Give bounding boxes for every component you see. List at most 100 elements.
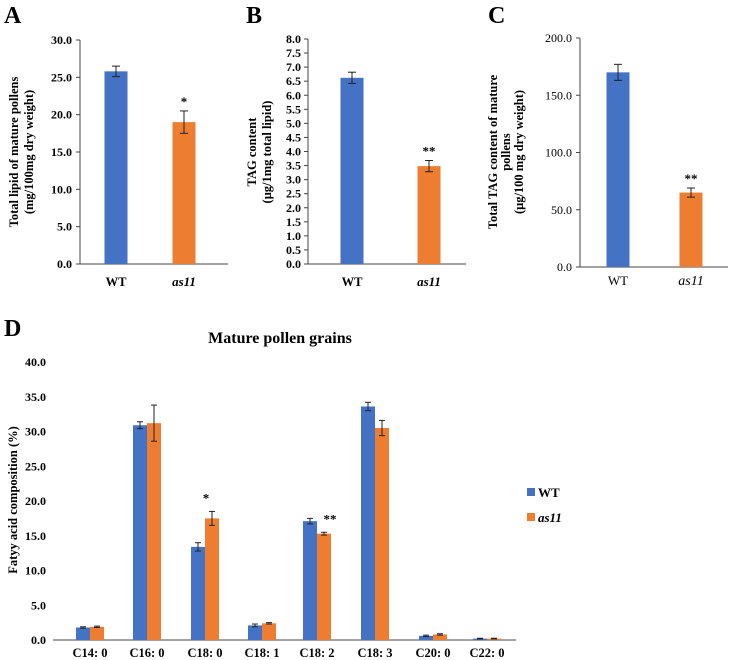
bar-wt-c140 bbox=[76, 627, 90, 640]
y-axis-label: (mg/100mg dry weight) bbox=[22, 90, 36, 214]
y-tick-label: 5.0 bbox=[31, 598, 46, 612]
y-tick-label: 30.0 bbox=[25, 425, 46, 439]
y-tick-label: 150.0 bbox=[545, 88, 572, 102]
y-axis-label: pollens bbox=[499, 133, 513, 171]
chart-title: Mature pollen grains bbox=[208, 330, 352, 347]
legend: WT as11 bbox=[527, 485, 562, 525]
bar-as11-c140 bbox=[90, 626, 104, 640]
y-tick-label: 4.0 bbox=[286, 145, 301, 159]
x-tick-label: C16: 0 bbox=[129, 646, 164, 660]
y-tick-label: 7.5 bbox=[286, 46, 301, 60]
panel-a: A 0.0 5.0 10.0 15.0 20.0 25.0 30.0 WT * as11 Total … bbox=[4, 3, 228, 289]
y-tick-label: 35.0 bbox=[25, 390, 46, 404]
y-tick-label: 6.0 bbox=[286, 88, 301, 102]
bar-wt bbox=[606, 72, 630, 267]
bar-as11-c160 bbox=[147, 423, 161, 640]
bar-wt-c181 bbox=[248, 625, 262, 640]
legend-label: WT bbox=[538, 485, 560, 500]
x-tick-label: WT bbox=[106, 275, 128, 289]
y-tick-label: 15.0 bbox=[51, 145, 72, 159]
x-tick-label: as11 bbox=[172, 274, 196, 289]
panel-label: D bbox=[4, 316, 21, 342]
x-tick-label: WT bbox=[608, 273, 628, 288]
y-tick-label: 5.0 bbox=[57, 220, 72, 234]
bar-as11 bbox=[679, 192, 703, 267]
bar-wt-c180 bbox=[191, 546, 205, 640]
y-tick-label: 1.0 bbox=[286, 229, 301, 243]
y-tick-label: 15.0 bbox=[25, 529, 46, 543]
y-axis-label: Total lipid of mature pollens bbox=[7, 77, 21, 228]
x-tick-label: as11 bbox=[417, 274, 441, 289]
y-tick-label: 0.0 bbox=[57, 257, 72, 271]
y-tick-label: 50.0 bbox=[551, 203, 572, 217]
y-tick-label: 10.0 bbox=[51, 182, 72, 196]
panel-label: A bbox=[4, 3, 22, 29]
y-tick-label: 0.0 bbox=[31, 633, 46, 647]
y-axis-label: Fatyy acid composition (%) bbox=[6, 426, 20, 574]
y-tick-label: 1.5 bbox=[286, 215, 301, 229]
bar-wt-c160 bbox=[133, 425, 147, 640]
x-tick-label: C18: 0 bbox=[187, 646, 222, 660]
panel-label: B bbox=[246, 3, 262, 29]
y-tick-label: 0.0 bbox=[286, 257, 301, 271]
panel-b: B 0.00.51.01.52.02.53.03.54.04.55.05.56.0… bbox=[245, 3, 466, 289]
bar-as11 bbox=[417, 166, 441, 264]
y-tick-label: 3.5 bbox=[286, 159, 301, 173]
x-tick-label: WT bbox=[342, 275, 364, 289]
significance-marker: * bbox=[181, 94, 188, 109]
x-tick-label: C18: 3 bbox=[357, 646, 392, 660]
bar-wt-c200 bbox=[419, 635, 433, 640]
bar-as11-c181 bbox=[262, 623, 276, 640]
significance-marker: ** bbox=[324, 511, 337, 526]
y-axis-label: (μg/100 mg dry weight) bbox=[512, 90, 526, 214]
y-tick-label: 25.0 bbox=[51, 70, 72, 84]
y-tick-label: 2.5 bbox=[286, 187, 301, 201]
y-tick-label: 10.0 bbox=[25, 564, 46, 578]
panel-c: C 0.0 50.0 100.0 150.0 200.0 WT ** as11 Total TAG… bbox=[486, 3, 728, 289]
y-tick-label: 40.0 bbox=[25, 355, 46, 369]
bar-wt-c183 bbox=[361, 406, 375, 640]
bar-as11-c180 bbox=[205, 518, 219, 640]
bar-wt-c182 bbox=[303, 521, 317, 640]
x-tick-label: as11 bbox=[678, 274, 703, 289]
y-tick-label: 5.0 bbox=[286, 116, 301, 130]
bar-as11-c182 bbox=[317, 533, 331, 640]
panel-label: C bbox=[488, 3, 505, 29]
y-tick-label: 100.0 bbox=[545, 146, 572, 160]
y-axis-label: Total TAG content of mature bbox=[486, 74, 500, 229]
bar-as11 bbox=[172, 122, 196, 264]
x-tick-label: C14: 0 bbox=[72, 646, 107, 660]
bar-as11-c200 bbox=[433, 634, 447, 640]
significance-marker: * bbox=[203, 490, 210, 505]
significance-marker: ** bbox=[423, 144, 436, 159]
x-tick-label: C18: 1 bbox=[244, 646, 279, 660]
y-axis-label: (μg/1mg total lipid) bbox=[260, 101, 274, 204]
y-tick-label: 20.0 bbox=[25, 494, 46, 508]
bar-wt bbox=[104, 71, 128, 264]
y-tick-label: 25.0 bbox=[25, 459, 46, 473]
y-tick-label: 20.0 bbox=[51, 108, 72, 122]
x-tick-label: C20: 0 bbox=[415, 646, 450, 660]
y-axis-label: TAG content bbox=[245, 117, 259, 187]
significance-marker: ** bbox=[685, 171, 698, 186]
y-tick-label: 3.0 bbox=[286, 173, 301, 187]
x-tick-label: C22: 0 bbox=[469, 646, 504, 660]
y-tick-label: 8.0 bbox=[286, 32, 301, 46]
y-tick-label: 4.5 bbox=[286, 130, 301, 144]
legend-swatch-as11 bbox=[527, 513, 535, 521]
bar-wt bbox=[340, 77, 364, 264]
panel-d: D Mature pollen grains 0.0 5.0 10.0 15.0 20.0 2… bbox=[4, 316, 562, 660]
y-tick-label: 0.5 bbox=[286, 243, 301, 257]
y-tick-label: 6.5 bbox=[286, 74, 301, 88]
y-tick-label: 2.0 bbox=[286, 201, 301, 215]
bar-as11-c183 bbox=[375, 428, 389, 640]
y-tick-label: 200.0 bbox=[545, 31, 572, 45]
legend-label: as11 bbox=[538, 510, 562, 525]
x-tick-label: C18: 2 bbox=[299, 646, 334, 660]
y-tick-label: 5.5 bbox=[286, 102, 301, 116]
y-tick-label: 7.0 bbox=[286, 60, 301, 74]
legend-swatch-wt bbox=[527, 488, 535, 496]
y-tick-label: 30.0 bbox=[51, 33, 72, 47]
y-tick-label: 0.0 bbox=[557, 260, 572, 274]
